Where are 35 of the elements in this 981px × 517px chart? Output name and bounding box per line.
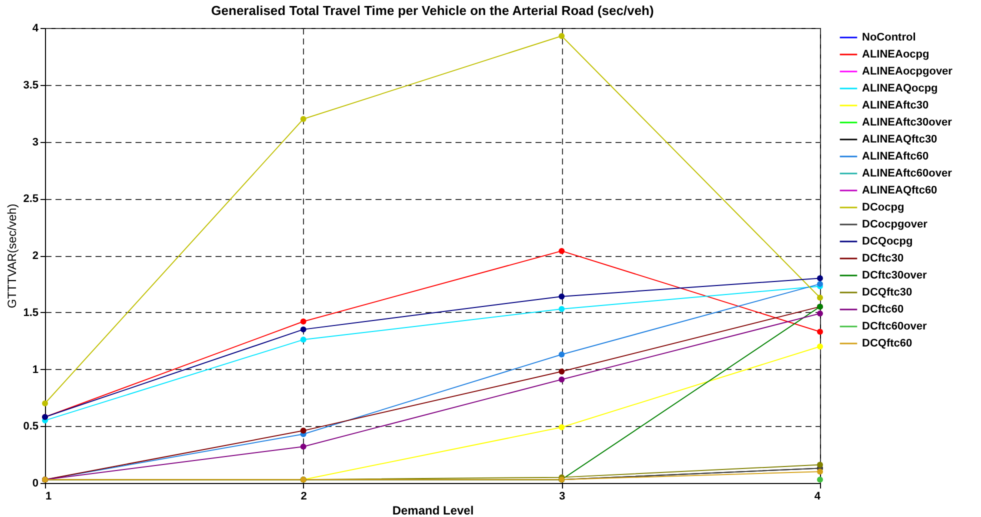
legend-label: ALINEAftc60over	[862, 168, 953, 180]
y-tick-label: 1.5	[23, 306, 38, 319]
y-tick-label: 4	[32, 22, 40, 34]
legend-label: DCftc30	[862, 252, 904, 264]
chart-title: Generalised Total Travel Time per Vehicle on the Arterial Road (sec/veh)	[211, 3, 654, 18]
x-tick-label: 2	[300, 490, 307, 502]
y-tick-label: 0.5	[23, 420, 38, 433]
legend-label: ALINEAQocpg	[862, 82, 938, 94]
legend-label: ALINEAftc60	[862, 150, 929, 162]
x-tick-label: 4	[814, 490, 822, 502]
x-tick-label: 1	[46, 490, 52, 502]
legend-label: ALINEAQftc30	[862, 134, 938, 146]
legend-label: DCQftc60	[862, 338, 912, 350]
y-tick-label: 0	[32, 478, 38, 490]
legend-label: DCQftc30	[862, 286, 912, 298]
x-tick-label: 3	[559, 490, 566, 502]
legend-label: NoControl	[862, 32, 916, 44]
y-tick-label: 3.5	[23, 79, 38, 92]
legend-label: ALINEAocpgover	[862, 66, 954, 78]
legend-label: DCftc30over	[862, 270, 928, 282]
legend-label: ALINEAftc30over	[862, 116, 953, 128]
legend-label: ALINEAocpg	[862, 48, 930, 60]
y-axis-title: GTTTVAR(sec/veh)	[5, 204, 20, 308]
legend-label: DCQocpg	[862, 236, 913, 248]
y-tick-label: 1	[32, 364, 38, 376]
y-tick-label: 2	[32, 250, 38, 262]
y-tick-label: 2.5	[23, 193, 38, 206]
legend-label: DCftc60	[862, 304, 904, 316]
legend-label: ALINEAftc30	[862, 100, 929, 112]
legend-label: DCocpgover	[862, 218, 928, 230]
y-tick-label: 3	[32, 136, 38, 148]
x-axis-title: Demand Level	[392, 504, 474, 517]
legend-label: DCocpg	[862, 202, 904, 214]
legend-label: DCftc60over	[862, 320, 928, 332]
legend-label: ALINEAQftc60	[862, 184, 938, 196]
